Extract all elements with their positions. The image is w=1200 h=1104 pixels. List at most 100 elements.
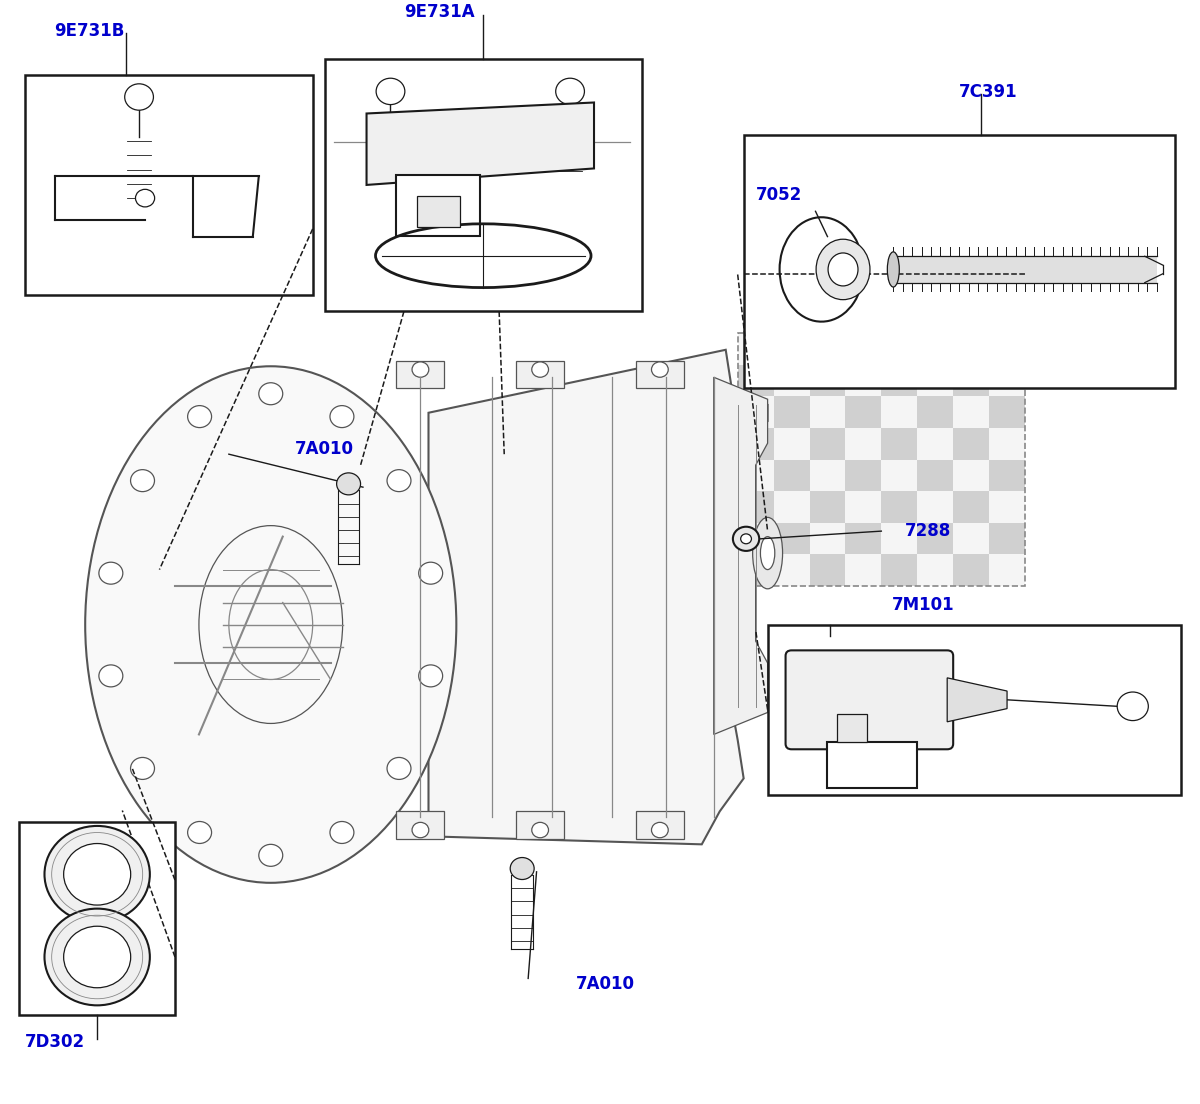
Bar bbox=[989, 554, 1025, 586]
Bar bbox=[516, 811, 564, 839]
Bar bbox=[416, 197, 460, 226]
Bar bbox=[828, 742, 917, 788]
Bar bbox=[881, 554, 917, 586]
Bar bbox=[810, 365, 846, 396]
Bar bbox=[774, 333, 810, 365]
Bar bbox=[881, 365, 917, 396]
Circle shape bbox=[330, 405, 354, 427]
Bar bbox=[917, 491, 953, 523]
Bar bbox=[396, 811, 444, 839]
Bar bbox=[774, 365, 810, 396]
Bar bbox=[846, 523, 881, 554]
Bar bbox=[810, 491, 846, 523]
Bar bbox=[989, 365, 1025, 396]
Ellipse shape bbox=[828, 253, 858, 286]
Text: scuderia: scuderia bbox=[217, 549, 696, 646]
Circle shape bbox=[125, 84, 154, 110]
Text: 7052: 7052 bbox=[756, 185, 802, 204]
Text: 9E731A: 9E731A bbox=[404, 3, 474, 21]
Circle shape bbox=[259, 845, 283, 867]
Bar bbox=[989, 396, 1025, 428]
Ellipse shape bbox=[887, 252, 899, 287]
Bar bbox=[810, 396, 846, 428]
Text: c: c bbox=[98, 679, 120, 713]
Circle shape bbox=[419, 562, 443, 584]
Bar bbox=[917, 428, 953, 459]
Bar bbox=[738, 554, 774, 586]
Bar bbox=[881, 396, 917, 428]
Bar bbox=[774, 459, 810, 491]
Bar bbox=[738, 491, 774, 523]
Bar bbox=[738, 523, 774, 554]
Bar bbox=[774, 523, 810, 554]
Bar bbox=[989, 428, 1025, 459]
Text: 7288: 7288 bbox=[905, 522, 952, 540]
Bar bbox=[917, 333, 953, 365]
Text: 7C391: 7C391 bbox=[959, 83, 1018, 100]
Polygon shape bbox=[366, 103, 594, 185]
Circle shape bbox=[337, 473, 360, 495]
Text: 9E731B: 9E731B bbox=[54, 22, 125, 40]
Polygon shape bbox=[428, 350, 768, 845]
Circle shape bbox=[1117, 692, 1148, 721]
Bar bbox=[953, 523, 989, 554]
Bar bbox=[19, 822, 175, 1015]
Bar bbox=[989, 523, 1025, 554]
Bar bbox=[846, 554, 881, 586]
Bar bbox=[396, 176, 480, 235]
Circle shape bbox=[532, 362, 548, 378]
Bar bbox=[738, 333, 774, 365]
Bar bbox=[953, 459, 989, 491]
Bar bbox=[774, 554, 810, 586]
Bar bbox=[989, 333, 1025, 365]
Bar bbox=[953, 333, 989, 365]
Bar bbox=[917, 365, 953, 396]
Bar bbox=[953, 396, 989, 428]
Bar bbox=[953, 491, 989, 523]
Bar bbox=[881, 523, 917, 554]
Circle shape bbox=[652, 362, 668, 378]
Ellipse shape bbox=[44, 826, 150, 923]
Bar bbox=[810, 554, 846, 586]
Ellipse shape bbox=[740, 534, 751, 544]
Bar bbox=[810, 459, 846, 491]
Bar bbox=[744, 136, 1175, 389]
Bar bbox=[917, 459, 953, 491]
Ellipse shape bbox=[44, 909, 150, 1006]
Ellipse shape bbox=[64, 843, 131, 905]
Circle shape bbox=[187, 405, 211, 427]
Bar bbox=[846, 396, 881, 428]
Circle shape bbox=[388, 757, 410, 779]
Bar bbox=[881, 428, 917, 459]
Bar bbox=[636, 361, 684, 389]
Circle shape bbox=[412, 362, 428, 378]
Ellipse shape bbox=[733, 527, 760, 551]
Bar bbox=[881, 333, 917, 365]
Bar bbox=[846, 491, 881, 523]
Circle shape bbox=[330, 821, 354, 843]
Ellipse shape bbox=[816, 240, 870, 299]
Bar bbox=[846, 333, 881, 365]
Bar bbox=[325, 59, 642, 311]
Text: 7A010: 7A010 bbox=[576, 975, 635, 992]
Circle shape bbox=[419, 665, 443, 687]
Bar bbox=[738, 459, 774, 491]
Bar bbox=[989, 491, 1025, 523]
Circle shape bbox=[136, 189, 155, 206]
Bar bbox=[774, 396, 810, 428]
FancyBboxPatch shape bbox=[786, 650, 953, 750]
Bar bbox=[953, 365, 989, 396]
Circle shape bbox=[187, 821, 211, 843]
Bar bbox=[893, 256, 1157, 283]
Bar bbox=[25, 75, 313, 295]
Bar bbox=[396, 361, 444, 389]
Circle shape bbox=[556, 78, 584, 105]
Circle shape bbox=[259, 383, 283, 405]
Bar bbox=[838, 714, 866, 742]
Bar bbox=[810, 333, 846, 365]
Bar bbox=[738, 365, 774, 396]
Bar bbox=[636, 811, 684, 839]
Ellipse shape bbox=[64, 926, 131, 988]
Circle shape bbox=[510, 858, 534, 880]
Bar bbox=[953, 554, 989, 586]
